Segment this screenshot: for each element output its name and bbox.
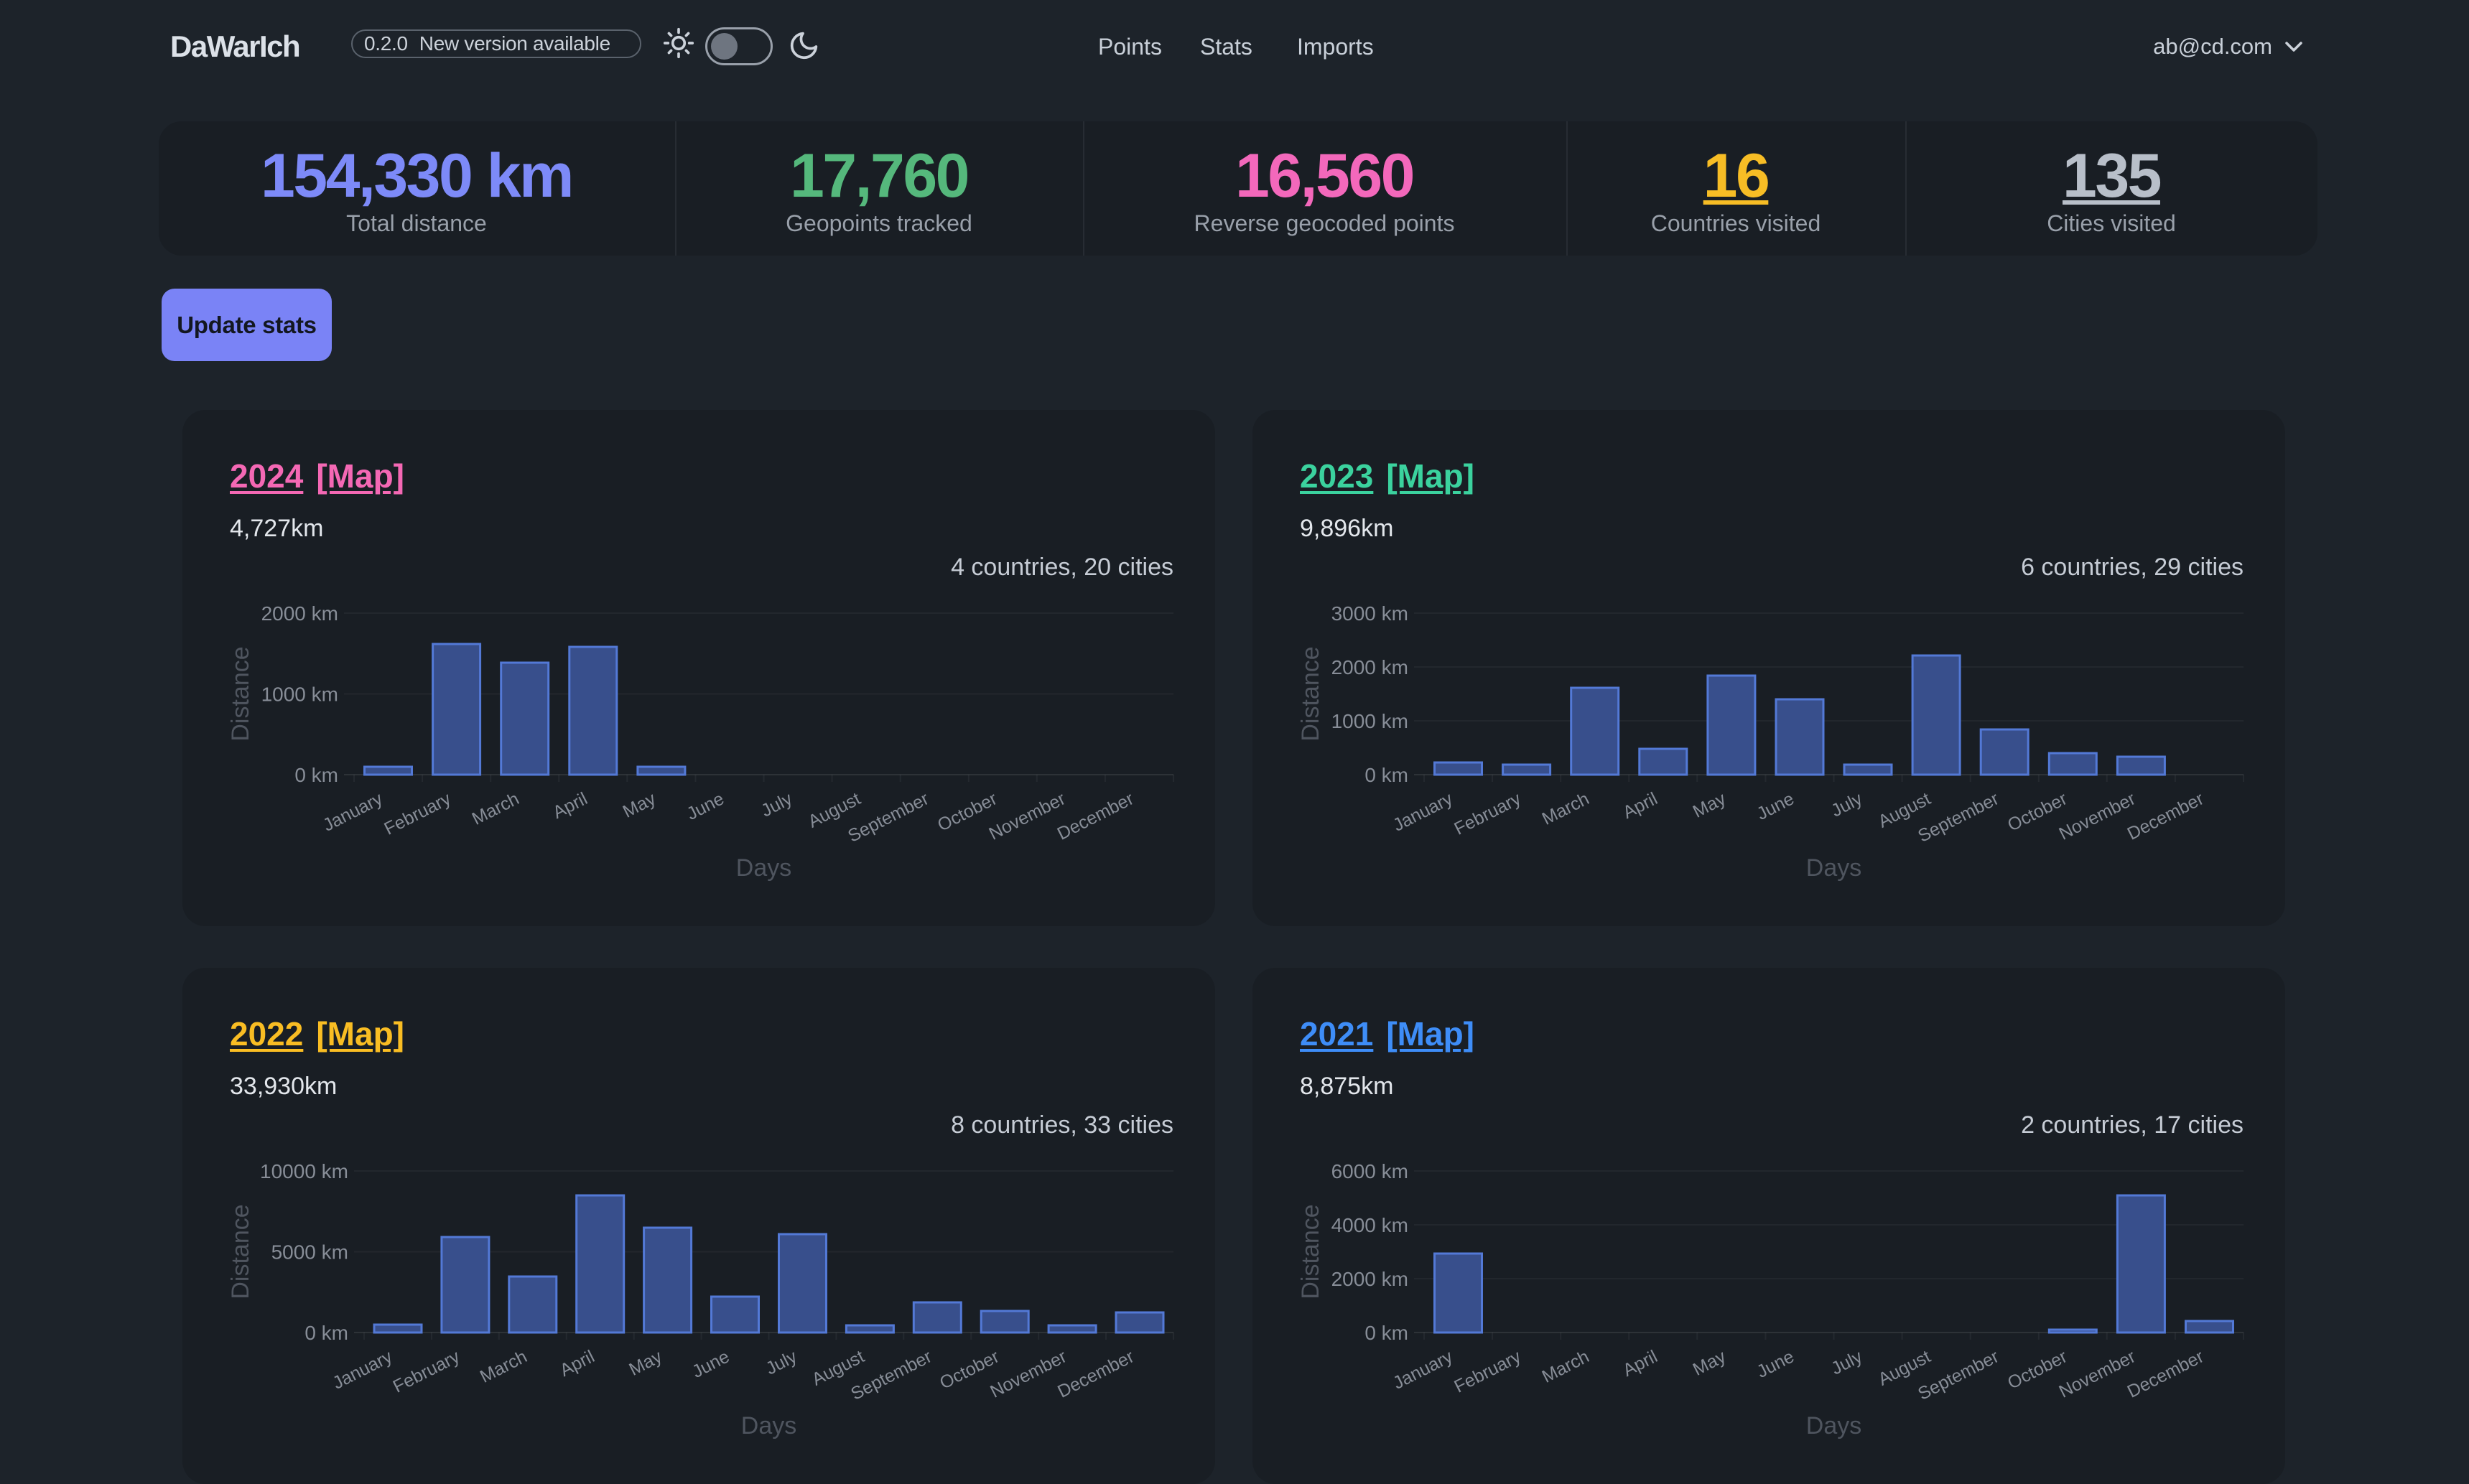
svg-text:May: May — [1690, 788, 1729, 822]
svg-text:January: January — [1390, 1346, 1456, 1394]
svg-text:May: May — [620, 788, 659, 822]
svg-text:December: December — [1054, 788, 1137, 844]
svg-text:March: March — [469, 788, 523, 829]
svg-text:Days: Days — [736, 854, 791, 882]
svg-text:July: July — [758, 788, 796, 821]
svg-text:Days: Days — [1806, 1412, 1861, 1439]
svg-text:November: November — [986, 788, 1069, 844]
svg-text:0 km: 0 km — [1364, 1322, 1408, 1344]
svg-text:November: November — [2056, 788, 2139, 844]
svg-text:June: June — [684, 788, 727, 824]
svg-text:April: April — [549, 788, 590, 823]
svg-text:March: March — [1539, 1346, 1593, 1386]
svg-text:2000 km: 2000 km — [1331, 656, 1408, 678]
svg-text:0 km: 0 km — [294, 764, 338, 786]
svg-text:Days: Days — [1806, 854, 1861, 882]
svg-text:March: March — [1539, 788, 1593, 829]
svg-text:February: February — [1451, 1346, 1524, 1397]
svg-text:December: December — [2124, 788, 2207, 844]
svg-text:Days: Days — [741, 1412, 796, 1439]
svg-text:4000 km: 4000 km — [1331, 1214, 1408, 1236]
svg-text:Distance: Distance — [1297, 1204, 1324, 1299]
svg-text:June: June — [1754, 1346, 1798, 1382]
svg-text:January: January — [320, 788, 386, 836]
svg-text:January: January — [1390, 788, 1456, 836]
svg-text:November: November — [2056, 1346, 2139, 1401]
svg-text:May: May — [626, 1346, 666, 1380]
svg-text:0 km: 0 km — [304, 1322, 348, 1344]
svg-text:April: April — [1619, 788, 1660, 823]
svg-text:December: December — [2124, 1346, 2207, 1401]
svg-text:April: April — [1619, 1346, 1660, 1381]
svg-text:3000 km: 3000 km — [1331, 602, 1408, 625]
svg-text:Distance: Distance — [227, 1204, 254, 1299]
svg-text:5000 km: 5000 km — [271, 1241, 348, 1264]
svg-text:February: February — [381, 788, 454, 839]
svg-text:February: February — [1451, 788, 1524, 839]
svg-text:6000 km: 6000 km — [1331, 1160, 1408, 1182]
svg-text:Distance: Distance — [1297, 646, 1324, 741]
svg-text:1000 km: 1000 km — [1331, 710, 1408, 732]
svg-text:March: March — [477, 1346, 531, 1386]
svg-text:July: July — [1828, 788, 1866, 821]
svg-text:May: May — [1690, 1346, 1729, 1380]
svg-text:July: July — [1828, 1346, 1866, 1378]
svg-text:December: December — [1054, 1346, 1137, 1401]
svg-text:10000 km: 10000 km — [260, 1160, 348, 1182]
svg-text:June: June — [689, 1346, 733, 1382]
svg-text:1000 km: 1000 km — [261, 683, 338, 706]
svg-text:0 km: 0 km — [1364, 764, 1408, 786]
svg-text:Distance: Distance — [227, 646, 254, 741]
svg-text:July: July — [763, 1346, 801, 1378]
svg-text:2000 km: 2000 km — [261, 602, 338, 625]
svg-text:November: November — [987, 1346, 1069, 1401]
svg-text:January: January — [330, 1346, 396, 1394]
svg-text:2000 km: 2000 km — [1331, 1268, 1408, 1290]
svg-text:June: June — [1754, 788, 1798, 824]
svg-text:April: April — [557, 1346, 598, 1381]
svg-text:February: February — [390, 1346, 463, 1397]
